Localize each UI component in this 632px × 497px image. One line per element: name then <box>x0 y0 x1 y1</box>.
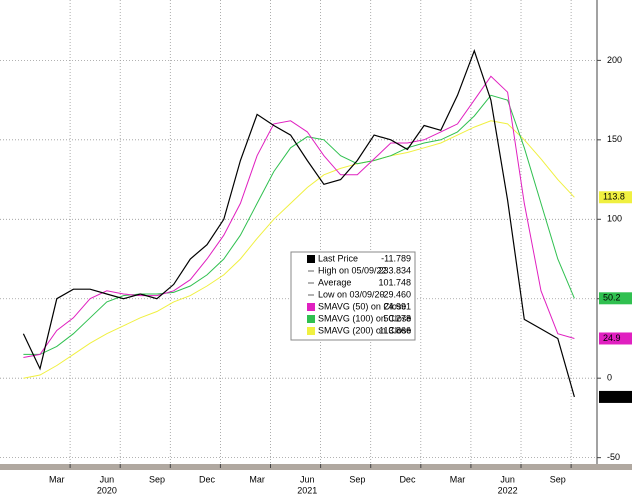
value-tag <box>599 191 632 204</box>
legend-value: 50.278 <box>383 313 411 323</box>
legend-label: SMAVG (200) on Close <box>318 325 411 335</box>
series-line <box>23 120 575 379</box>
legend-value: -11.789 <box>381 253 411 263</box>
legend-box <box>290 251 416 341</box>
legend-swatch <box>307 303 315 311</box>
x-tick-label: Jun <box>300 474 315 484</box>
legend-label: High on 05/09/22 <box>318 265 387 275</box>
x-tick-label: Sep <box>550 474 566 484</box>
x-tick-label: Dec <box>399 474 416 484</box>
y-tick-label: 100 <box>607 214 622 224</box>
legend-label: SMAVG (50) on Close <box>318 301 406 311</box>
value-tag-label: -11. <box>603 391 618 401</box>
x-tick-label: Mar <box>49 474 65 484</box>
legend-swatch <box>307 327 315 335</box>
series-line <box>22 49 575 398</box>
x-tick-label: Jun <box>500 474 515 484</box>
y-tick-label: 150 <box>607 134 622 144</box>
x-year-label: 2021 <box>297 485 317 495</box>
legend-value: -29.460 <box>380 289 411 299</box>
scrollbar <box>0 464 632 470</box>
legend-swatch <box>307 315 315 323</box>
value-tag-label: 113.8 <box>603 192 625 202</box>
value-tag-label: 24.9 <box>603 333 621 343</box>
y-tick-label: -50 <box>607 452 620 462</box>
legend-value: 113.866 <box>379 325 411 335</box>
x-tick-label: Mar <box>450 474 466 484</box>
x-tick-label: Sep <box>349 474 365 484</box>
series-line <box>23 94 575 355</box>
x-tick-label: Dec <box>199 474 216 484</box>
x-tick-label: Mar <box>249 474 265 484</box>
value-tag <box>599 390 632 403</box>
legend-label: Average <box>318 277 351 287</box>
legend-label: SMAVG (100) on Close <box>318 313 411 323</box>
y-tick-label: 0 <box>607 373 612 383</box>
legend-value: 24.991 <box>383 301 411 311</box>
x-tick-label: Jun <box>100 474 115 484</box>
x-year-label: 2022 <box>498 485 518 495</box>
legend-value: 233.834 <box>378 265 411 275</box>
legend-swatch <box>307 255 315 263</box>
value-tag <box>599 332 632 345</box>
value-tag <box>599 292 632 305</box>
legend-label: Low on 03/09/20 <box>318 289 385 299</box>
series-line <box>23 75 575 358</box>
x-year-label: 2020 <box>97 485 117 495</box>
legend-label: Last Price <box>318 253 358 263</box>
y-tick-label: 200 <box>607 55 622 65</box>
legend-value: 101.748 <box>378 277 411 287</box>
value-tag-label: 50.2 <box>603 293 621 303</box>
x-tick-label: Sep <box>149 474 165 484</box>
